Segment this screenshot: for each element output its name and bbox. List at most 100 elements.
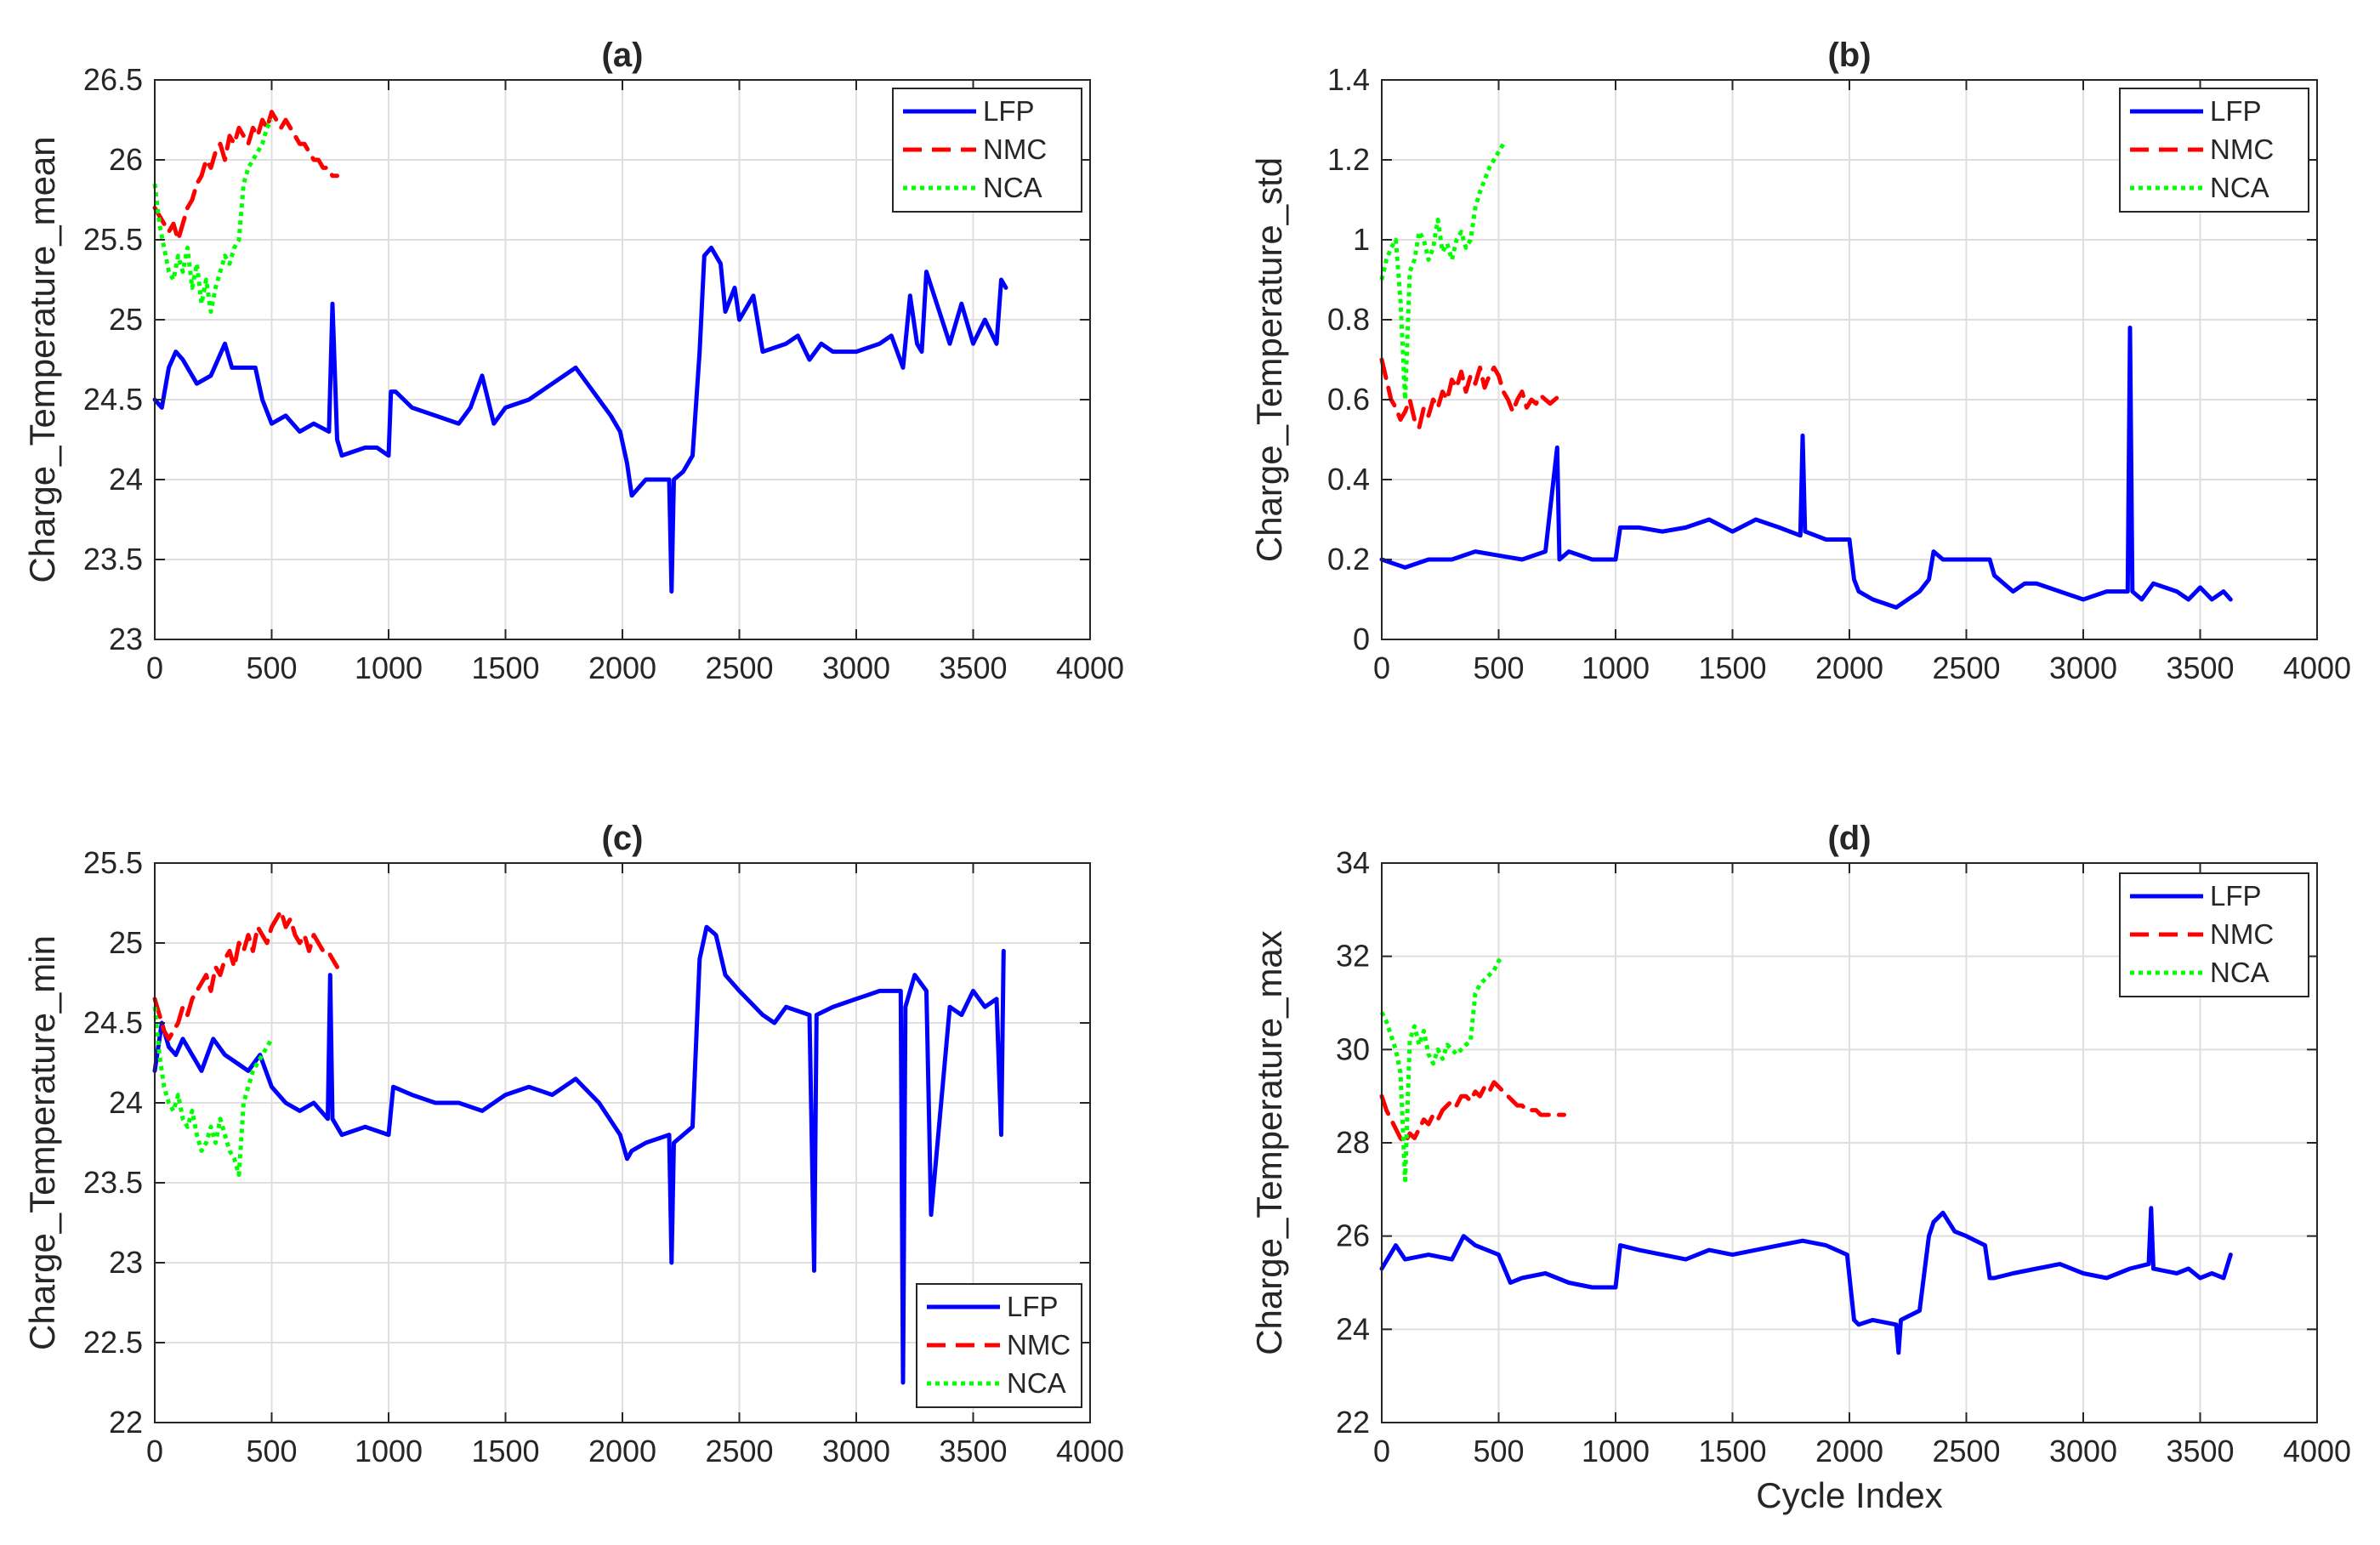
y-tick-label: 26 [1336, 1218, 1370, 1253]
y-tick-label: 0.2 [1327, 542, 1370, 577]
x-axis-label: Cycle Index [1756, 1475, 1942, 1515]
x-tick-label: 500 [246, 650, 297, 685]
x-tick-label: 4000 [1056, 650, 1124, 685]
y-axis-label: Charge_Temperature_mean [22, 136, 62, 582]
y-tick-label: 24.5 [83, 1005, 143, 1040]
x-tick-label: 3000 [822, 650, 890, 685]
x-tick-label: 3500 [939, 1434, 1007, 1468]
series-line-lfp [1379, 325, 2233, 610]
x-tick-label: 3500 [2166, 650, 2234, 685]
y-tick-label: 24 [109, 1085, 143, 1120]
y-tick-label: 22 [109, 1405, 143, 1440]
y-tick-label: 0 [1353, 622, 1370, 656]
legend-label-nmc: NMC [983, 133, 1047, 165]
series-line-nca [1379, 954, 1505, 1183]
y-tick-label: 24 [109, 462, 143, 497]
y-tick-label: 1.4 [1327, 62, 1370, 97]
series-line-nmc [1379, 357, 1566, 430]
y-tick-label: 23.5 [83, 1165, 143, 1200]
x-tick-label: 2000 [588, 1434, 656, 1468]
y-tick-label: 23.5 [83, 542, 143, 577]
legend-box [2119, 88, 2309, 213]
x-tick-label: 3000 [2049, 1434, 2117, 1468]
y-tick-label: 0.4 [1327, 462, 1370, 497]
series-line-nmc [1379, 1080, 1566, 1145]
legend: LFP NMC NCA [2119, 872, 2309, 997]
y-tick-label: 32 [1336, 939, 1370, 974]
x-tick-label: 3000 [822, 1434, 890, 1468]
legend-box [892, 88, 1082, 213]
legend-label-nca: NCA [983, 172, 1042, 203]
x-tick-label: 1000 [1582, 1434, 1650, 1468]
y-tick-label: 25.5 [83, 845, 143, 880]
y-axis-label: Charge_Temperature_min [22, 935, 62, 1350]
legend-label-nca: NCA [2210, 172, 2269, 203]
legend-label-lfp: LFP [1007, 1291, 1059, 1322]
x-tick-label: 1500 [1698, 650, 1766, 685]
y-tick-label: 1 [1353, 222, 1370, 257]
x-tick-label: 3500 [939, 650, 1007, 685]
chart-title: (d) [1827, 820, 1871, 857]
series-line-nmc [152, 908, 339, 1042]
series-line-nca [152, 118, 274, 315]
y-tick-label: 26.5 [83, 62, 143, 97]
x-tick-label: 4000 [1056, 1434, 1124, 1468]
chart-panel-2: 0 500 1000 1500 2000 2500 3000 3500 4000 0 0.2 0.4 0… [1249, 37, 2351, 685]
series-line-nmc [152, 110, 339, 242]
y-tick-label: 0.8 [1327, 302, 1370, 337]
legend-box [2119, 872, 2309, 997]
y-tick-label: 22 [1336, 1405, 1370, 1440]
x-tick-label: 1500 [1698, 1434, 1766, 1468]
x-tick-label: 0 [146, 650, 163, 685]
legend-label-lfp: LFP [983, 95, 1035, 127]
legend: LFP NMC NCA [892, 88, 1082, 213]
legend-label-nmc: NMC [1007, 1329, 1071, 1360]
x-tick-label: 2000 [588, 650, 656, 685]
x-tick-label: 4000 [2283, 650, 2351, 685]
x-tick-label: 500 [1473, 650, 1524, 685]
y-axis-label: Charge_Temperature_std [1249, 157, 1289, 562]
y-tick-label: 30 [1336, 1031, 1370, 1066]
x-tick-label: 2500 [1932, 650, 2000, 685]
y-tick-label: 23 [109, 1245, 143, 1280]
legend: LFP NMC NCA [2119, 88, 2309, 213]
x-tick-label: 500 [246, 1434, 297, 1468]
series-line-lfp [152, 924, 1006, 1385]
x-tick-label: 1500 [471, 650, 539, 685]
y-tick-label: 25 [109, 302, 143, 337]
chart-panel-3: 0 500 1000 1500 2000 2500 3000 3500 4000 22 22.5 23… [22, 820, 1124, 1468]
x-tick-label: 0 [1373, 1434, 1390, 1468]
y-tick-label: 28 [1336, 1125, 1370, 1160]
chart-panel-1: 0 500 1000 1500 2000 2500 3000 3500 4000 23 23.5 24… [22, 37, 1124, 685]
legend-label-nmc: NMC [2210, 918, 2274, 950]
y-tick-label: 1.2 [1327, 142, 1370, 177]
y-tick-label: 34 [1336, 845, 1370, 880]
x-tick-label: 500 [1473, 1434, 1524, 1468]
series-line-lfp [1379, 1206, 2233, 1355]
legend-label-lfp: LFP [2210, 880, 2262, 912]
y-tick-label: 26 [109, 142, 143, 177]
x-tick-label: 1500 [471, 1434, 539, 1468]
y-tick-label: 25 [109, 925, 143, 960]
legend-label-nmc: NMC [2210, 133, 2274, 165]
x-tick-label: 1000 [355, 1434, 423, 1468]
x-tick-label: 0 [146, 1434, 163, 1468]
x-tick-label: 2000 [1815, 1434, 1883, 1468]
y-tick-label: 25.5 [83, 222, 143, 257]
x-tick-label: 2500 [705, 1434, 773, 1468]
x-tick-label: 4000 [2283, 1434, 2351, 1468]
x-tick-label: 1000 [1582, 650, 1650, 685]
chart-title: (c) [602, 820, 644, 857]
y-tick-label: 0.6 [1327, 382, 1370, 417]
chart-title: (b) [1827, 37, 1871, 74]
x-tick-label: 2000 [1815, 650, 1883, 685]
x-tick-label: 2500 [705, 650, 773, 685]
y-tick-label: 22.5 [83, 1325, 143, 1360]
series-line-lfp [152, 245, 1008, 594]
legend: LFP NMC NCA [916, 1283, 1082, 1408]
x-tick-label: 0 [1373, 650, 1390, 685]
x-tick-label: 3500 [2166, 1434, 2234, 1468]
chart-panel-4: 0 500 1000 1500 2000 2500 3000 3500 4000 22 24 26 28… [1249, 820, 2351, 1515]
y-tick-label: 24.5 [83, 382, 143, 417]
